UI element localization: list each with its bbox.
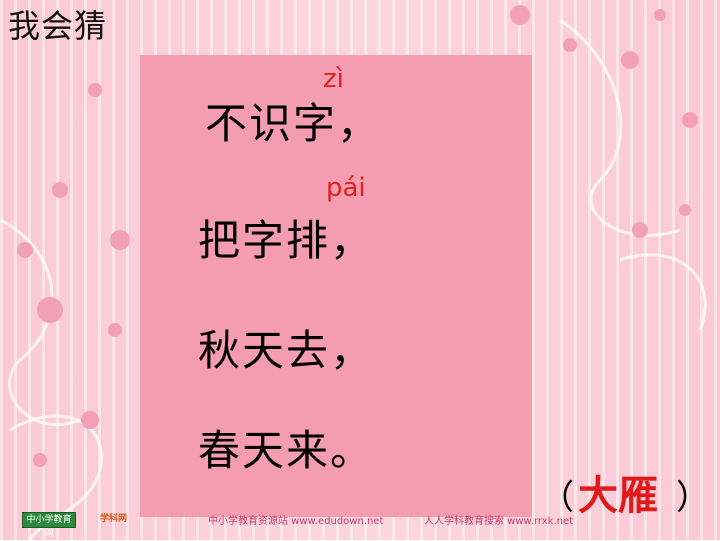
riddle-line-1: 不识字， <box>205 99 382 148</box>
riddle-card <box>140 55 532 517</box>
pinyin-zi: zì <box>323 64 344 94</box>
footer-link-edudown[interactable]: 中小学教育资源站 www.edudown.net <box>208 516 384 527</box>
riddle-line-3: 秋天去， <box>198 326 375 375</box>
edudown-logo[interactable]: 中小学教育网 <box>22 512 76 539</box>
answer-word: 大雁 <box>578 473 658 519</box>
riddle-answer: （大雁 ） <box>540 476 710 516</box>
page-title: 我会猜 <box>8 7 108 45</box>
answer-close-paren: ） <box>676 478 710 518</box>
riddle-line-2: 把字排， <box>198 216 375 265</box>
pinyin-pai: pái <box>326 173 366 203</box>
zxxk-logo[interactable]: 学科网 <box>100 514 128 524</box>
riddle-line-4: 春天来。 <box>198 426 375 475</box>
answer-open-paren: （ <box>540 478 574 518</box>
footer-link-rrxk[interactable]: 人人学科教育搜索 www.rrxk.net <box>424 516 574 527</box>
